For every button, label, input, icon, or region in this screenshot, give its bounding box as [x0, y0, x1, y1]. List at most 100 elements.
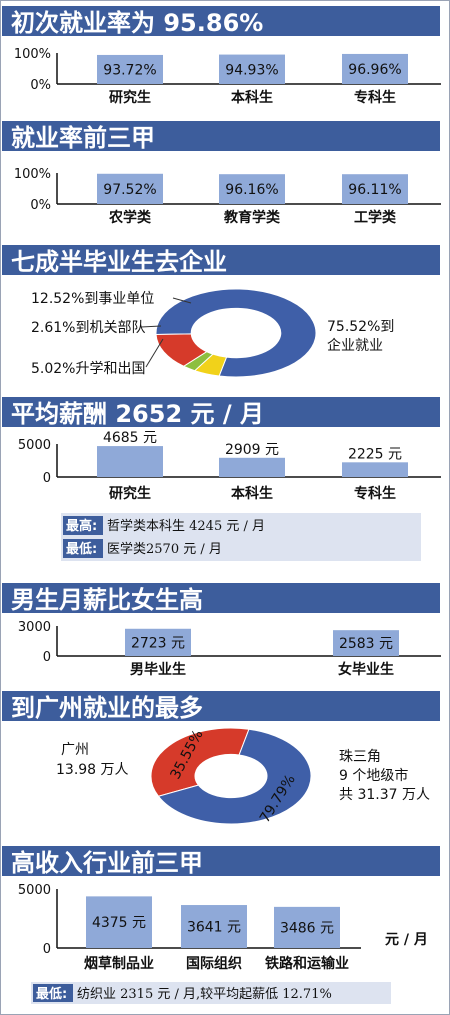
bar	[333, 630, 399, 656]
data-label: 2723 元	[131, 635, 185, 651]
chart-employment-rate: 100% 0% 93.72% 研究生 94.93% 本科生 96.96% 专科生	[14, 47, 441, 106]
x-tick-label: 本科生	[231, 485, 273, 502]
slice-label: 12.52%到事业单位	[31, 291, 154, 307]
section-top-three-rate: 就业率前三甲 100% 0% 97.52% 农学类 96.16% 教育学类 96.11% 工学…	[2, 121, 441, 226]
x-tick-label: 研究生	[109, 485, 151, 502]
data-label: 93.72%	[103, 62, 156, 78]
note-high-text: 哲学类本科生 4245 元 / 月	[107, 518, 265, 534]
title-bar	[2, 691, 440, 721]
section-title: 男生月薪比女生高	[11, 586, 203, 614]
x-tick-label: 女毕业生	[338, 661, 394, 678]
note-box	[61, 513, 421, 561]
y-tick-label: 0%	[30, 198, 51, 213]
y-tick-label: 0	[43, 471, 51, 486]
side-label: 13.98 万人	[56, 762, 129, 778]
title-bar	[2, 583, 440, 613]
y-tick-label: 0	[43, 942, 51, 957]
note-key-low-text: 最低:	[36, 986, 67, 1002]
bar	[181, 905, 247, 948]
data-label: 2909 元	[225, 442, 279, 458]
x-tick-label: 国际组织	[186, 955, 242, 972]
bar	[97, 446, 163, 477]
pie-slice	[155, 288, 317, 378]
note-box	[31, 982, 391, 1004]
bar	[97, 54, 163, 84]
side-label: 9 个地级市	[339, 767, 408, 784]
x-tick-label: 男毕业生	[130, 661, 186, 678]
note-key-low-text: 最低:	[66, 541, 97, 557]
bar	[97, 173, 163, 204]
y-tick-label: 5000	[18, 438, 51, 453]
section-title: 高收入行业前三甲	[11, 849, 203, 877]
x-tick-label: 本科生	[231, 89, 273, 106]
title-bar	[2, 6, 440, 36]
y-tick-label: 3000	[18, 620, 51, 635]
side-label: 共 31.37 万人	[339, 787, 430, 803]
section-title: 平均薪酬 2652 元 / 月	[11, 400, 264, 428]
x-tick-label: 工学类	[354, 209, 397, 226]
slice-label: 企业就业	[327, 337, 383, 354]
note-key-high-text: 最高:	[66, 518, 97, 534]
chart-top-three-rate: 100% 0% 97.52% 农学类 96.16% 教育学类 96.11% 工学类	[14, 167, 441, 226]
bar	[86, 896, 152, 948]
y-tick-label: 100%	[14, 47, 51, 62]
section-title: 到广州就业的最多	[11, 694, 203, 722]
x-tick-label: 烟草制品业	[84, 955, 154, 972]
leader-line	[145, 338, 164, 368]
bar	[342, 462, 408, 477]
data-label: 96.11%	[348, 182, 401, 198]
data-label: 3641 元	[187, 920, 241, 936]
note-key-low	[63, 539, 103, 558]
x-tick-label: 专科生	[354, 89, 396, 106]
bar	[274, 906, 340, 948]
bar	[219, 174, 285, 204]
title-bar	[2, 846, 440, 876]
slice-label: 5.02%升学和出国	[31, 361, 145, 377]
pie-slice	[155, 333, 208, 367]
y-tick-label: 0	[43, 650, 51, 665]
y-tick-label: 100%	[14, 167, 51, 182]
slice-label: 75.52%到	[327, 319, 394, 335]
data-label: 4685 元	[103, 430, 157, 446]
side-label: 广州	[61, 742, 89, 758]
data-label: 2225 元	[348, 446, 402, 462]
section-title: 七成半毕业生去企业	[11, 248, 227, 276]
data-label: 3486 元	[280, 920, 334, 936]
title-bar	[2, 245, 440, 275]
data-label: 97.52%	[103, 182, 156, 198]
section-destination: 七成半毕业生去企业 12.52%到事业单位 2.61%到机关部队 5.02%升学和出…	[2, 245, 440, 378]
unit-label: 元 / 月	[385, 932, 428, 948]
y-tick-label: 0%	[30, 78, 51, 93]
section-employment-rate: 初次就业率为 95.86% 100% 0% 93.72% 研究生 94.93% 本科生 96…	[2, 6, 441, 106]
pie-slice	[157, 728, 312, 825]
note-low-text: 医学类2570 元 / 月	[107, 541, 222, 557]
bar	[125, 628, 191, 656]
data-label: 96.16%	[225, 182, 278, 198]
title-bar	[2, 121, 440, 151]
data-label: 2583 元	[339, 636, 393, 652]
section-title: 初次就业率为 95.86%	[11, 9, 263, 37]
pie-slice	[150, 727, 250, 797]
bar	[219, 457, 285, 477]
y-tick-label: 5000	[18, 883, 51, 898]
section-title: 就业率前三甲	[11, 124, 155, 152]
title-bar	[2, 397, 440, 427]
note-low-text: 纺织业 2315 元 / 月,较平均起薪低 12.71%	[77, 987, 332, 1002]
data-label: 4375 元	[92, 915, 146, 931]
x-tick-label: 农学类	[108, 209, 152, 226]
chart-destination-donut: 12.52%到事业单位 2.61%到机关部队 5.02%升学和出国 75.52%到企业…	[31, 288, 394, 378]
x-tick-label: 教育学类	[224, 209, 281, 226]
leader-line	[172, 297, 192, 304]
bar	[342, 174, 408, 204]
data-label: 94.93%	[225, 62, 278, 78]
x-tick-label: 研究生	[109, 89, 151, 106]
bar	[219, 54, 285, 84]
